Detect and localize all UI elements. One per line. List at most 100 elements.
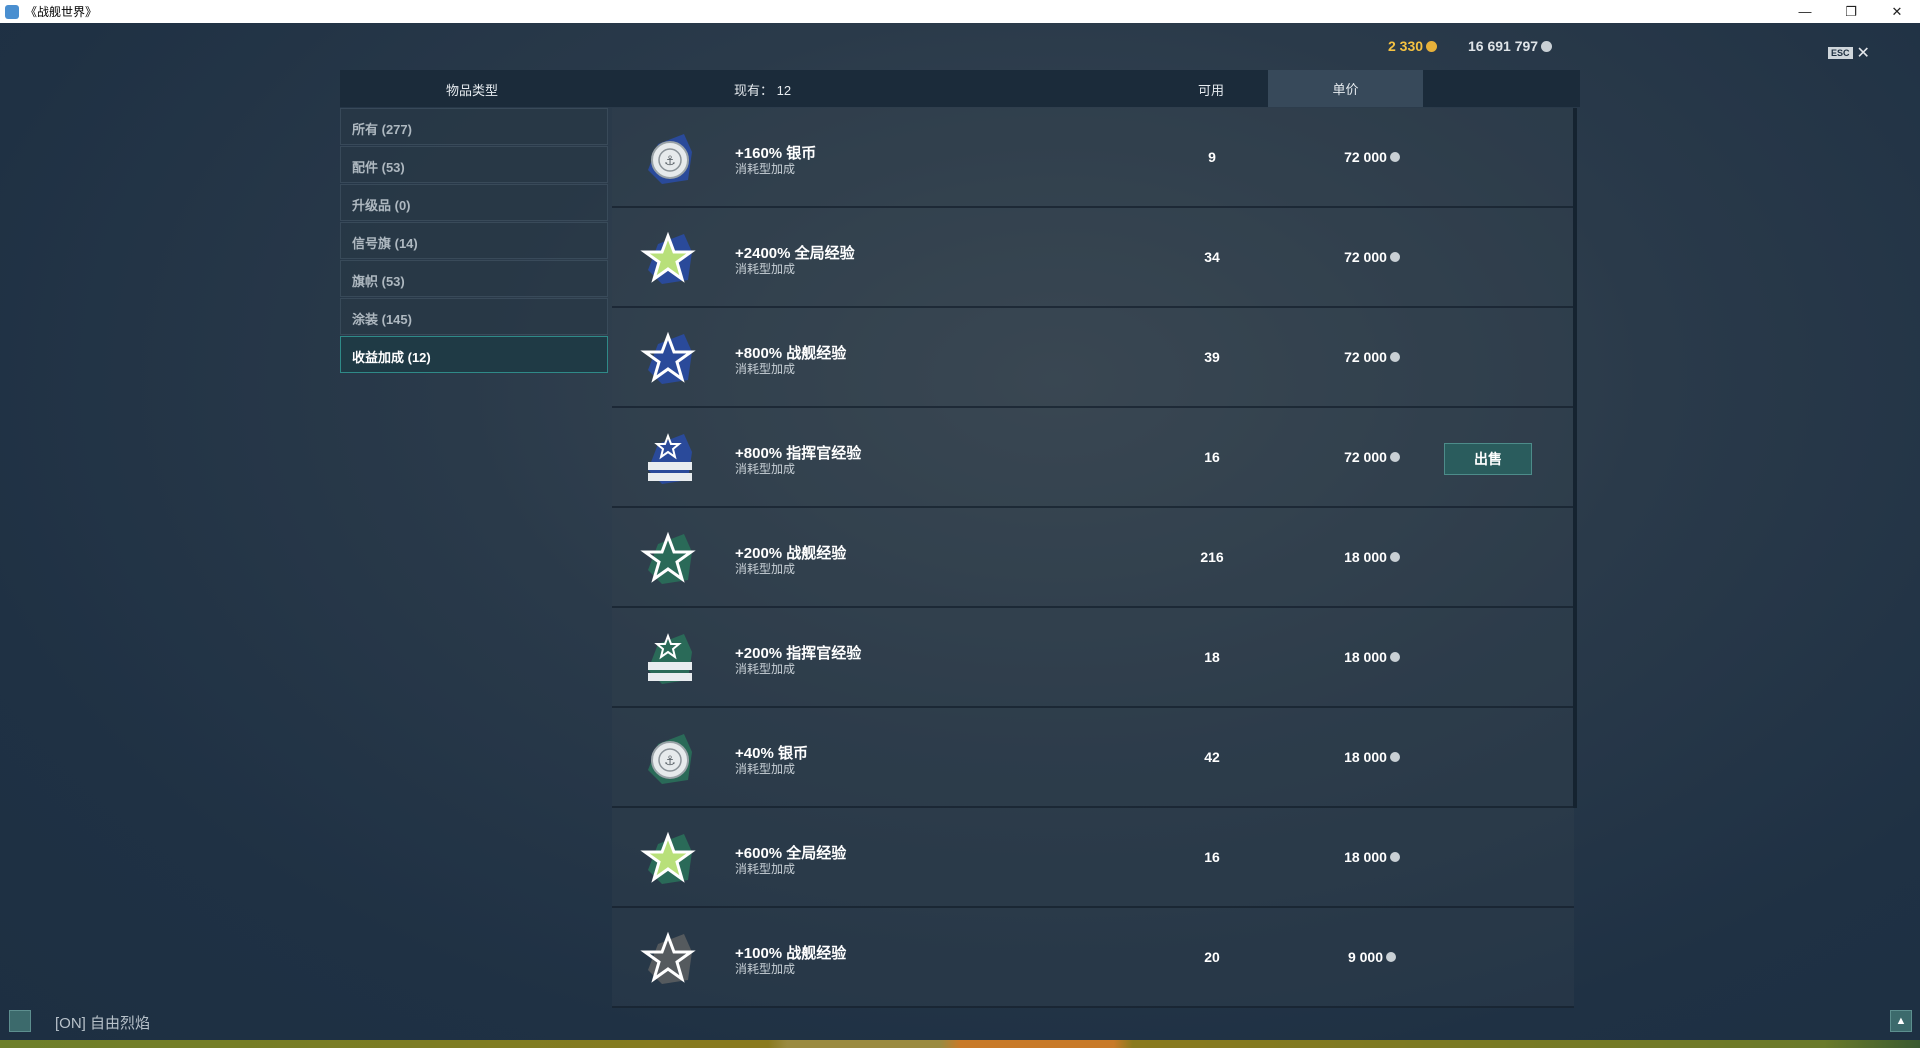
item-available: 34 [1204,249,1220,265]
header-available[interactable]: 可用 [1198,83,1225,98]
sell-button[interactable]: 出售 [1444,443,1532,475]
category-sidebar: 所有 (277) 配件 (53) 升级品 (0) 信号旗 (14) 旗帜 (53) 涂装 … [340,108,608,374]
close-icon: ✕ [1856,45,1870,62]
silver-amount: 16 691 797 [1468,38,1539,54]
item-price: 18 000 [1292,849,1452,865]
item-price-value: 72 000 [1344,249,1387,265]
item-type: 消耗型加成 [735,462,796,476]
item-name: +40% 银币 [735,745,808,762]
item-row[interactable]: ⚓ +160% 银币 消耗型加成 9 72 000 [612,108,1574,208]
sidebar-item[interactable]: 升级品 (0) [340,184,608,221]
star-icon [640,330,696,386]
esc-close-button[interactable]: ESC ✕ [1828,43,1870,63]
star-icon [640,530,696,586]
item-type: 消耗型加成 [735,762,796,776]
sidebar-item[interactable]: 信号旗 (14) [340,222,608,259]
item-available: 18 [1204,649,1220,665]
item-price: 18 000 [1292,749,1452,765]
commander-icon [640,430,696,486]
header-unit-price[interactable]: 单价 [1268,70,1423,107]
silver-coin-icon [1541,40,1553,52]
item-name: +600% 全局经验 [735,845,847,862]
battle-mode-status: [ON] 自由烈焰 [55,1015,151,1032]
bottom-bar: [ON] 自由烈焰 ▲ [0,1007,1920,1037]
item-price-value: 18 000 [1344,649,1387,665]
item-type: 消耗型加成 [735,162,796,176]
header-unit-price-label: 单价 [1332,82,1359,97]
item-available: 42 [1204,749,1220,765]
background [0,23,1920,1040]
gold-balance: 2 330 [1388,38,1438,54]
item-row[interactable]: +600% 全局经验 消耗型加成 16 18 000 [612,808,1574,908]
item-type: 消耗型加成 [735,662,796,676]
item-row[interactable]: ⚓ +40% 银币 消耗型加成 42 18 000 [612,708,1574,808]
silver-coin-icon: ⚓ [640,730,696,786]
notification-bell-icon[interactable]: ▲ [1890,1010,1912,1032]
item-type: 消耗型加成 [735,362,796,376]
silver-coin-icon [1389,352,1400,362]
green-star-icon [640,230,696,286]
item-price: 72 000 [1292,249,1452,265]
item-price: 72 000 [1292,349,1452,365]
restore-button[interactable]: ❐ [1845,3,1857,19]
silver-coin-icon [1389,152,1400,162]
commander-icon [640,630,696,686]
window-title: 《战舰世界》 [25,5,98,19]
taskbar-strip [0,1040,1920,1048]
item-name: +160% 银币 [735,145,817,162]
sidebar-item[interactable]: 所有 (277) [340,108,608,145]
chat-icon[interactable] [9,1010,31,1032]
gold-coin-icon [1426,40,1438,52]
item-row[interactable]: +100% 战舰经验 消耗型加成 20 9 000 [612,908,1574,1008]
item-name: +800% 指挥官经验 [735,445,862,462]
silver-coin-icon [1389,752,1400,762]
sidebar-item[interactable]: 涂装 (145) [340,298,608,335]
item-list: ⚓ +160% 银币 消耗型加成 9 72 000 +2400% 全局经验 消耗… [612,108,1574,1008]
svg-text:⚓: ⚓ [664,753,676,768]
item-price: 72 000 [1292,149,1452,165]
green-star-icon [640,830,696,886]
item-row[interactable]: +200% 指挥官经验 消耗型加成 18 18 000 [612,608,1574,708]
item-row[interactable]: +800% 指挥官经验 消耗型加成 16 72 000 出售 [612,408,1574,508]
silver-coin-icon: ⚓ [640,130,696,186]
sidebar-item[interactable]: 配件 (53) [340,146,608,183]
item-name: +2400% 全局经验 [735,245,855,262]
esc-key-icon: ESC [1828,47,1853,59]
item-price: 18 000 [1292,649,1452,665]
silver-coin-icon [1386,952,1397,962]
silver-balance: 16 691 797 [1468,38,1553,54]
item-row[interactable]: +2400% 全局经验 消耗型加成 34 72 000 [612,208,1574,308]
item-name: +200% 指挥官经验 [735,645,862,662]
item-price: 18 000 [1292,549,1452,565]
silver-coin-icon [1389,252,1400,262]
close-window-button[interactable]: ✕ [1891,3,1903,19]
gold-amount: 2 330 [1388,38,1424,54]
item-type: 消耗型加成 [735,862,796,876]
item-price-value: 18 000 [1344,749,1387,765]
header-item-type: 物品类型 [446,83,499,98]
scrollbar[interactable] [1573,108,1577,808]
sidebar-item[interactable]: 旗帜 (53) [340,260,608,297]
item-available: 16 [1204,449,1220,465]
window-titlebar: 《战舰世界》 — ❐ ✕ [0,0,1920,23]
item-price: 72 000 [1292,449,1452,465]
item-price-value: 9 000 [1347,949,1384,965]
app-icon [5,4,19,19]
item-available: 39 [1204,349,1220,365]
item-price-value: 72 000 [1344,149,1387,165]
item-type: 消耗型加成 [735,562,796,576]
silver-coin-icon [1389,852,1400,862]
item-price-value: 18 000 [1344,849,1387,865]
item-price: 9 000 [1292,949,1452,965]
silver-coin-icon [1389,652,1400,662]
sidebar-item[interactable]: 收益加成 (12) [340,336,608,373]
silver-coin-icon [1389,452,1400,462]
item-price-value: 72 000 [1344,349,1387,365]
star-icon [640,930,696,986]
item-name: +800% 战舰经验 [735,345,847,362]
item-available: 16 [1204,849,1220,865]
item-available: 20 [1204,949,1220,965]
item-row[interactable]: +800% 战舰经验 消耗型加成 39 72 000 [612,308,1574,408]
item-row[interactable]: +200% 战舰经验 消耗型加成 216 18 000 [612,508,1574,608]
minimize-button[interactable]: — [1798,4,1812,19]
